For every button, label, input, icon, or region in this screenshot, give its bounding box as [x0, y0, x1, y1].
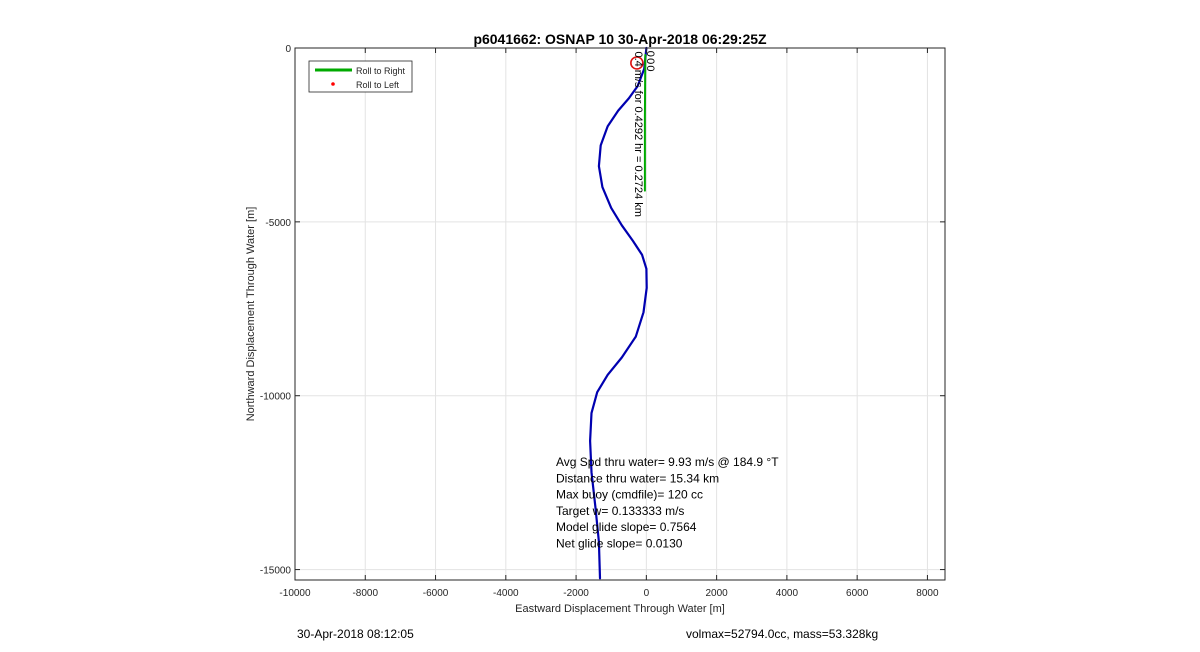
stats-line: Model glide slope= 0.7564: [556, 520, 697, 534]
overlapping-annotation-text: 0: [644, 65, 656, 71]
surface-position-marker: [630, 56, 644, 70]
annotation-layer: 0.4 m/s for 0.4292 hr = 0.2724 km 000: [632, 51, 656, 217]
y-tick-label: -5000: [265, 218, 291, 229]
legend-label-roll-left: Roll to Left: [356, 80, 400, 90]
x-tick-label: 4000: [776, 588, 799, 599]
x-tick-label: -8000: [352, 588, 378, 599]
stats-text-block: Avg Spd thru water= 9.93 m/s @ 184.9 °T D…: [556, 455, 779, 551]
x-tick-label: 6000: [846, 588, 869, 599]
glider-track-line: [588, 46, 648, 580]
footer-volmax-mass: volmax=52794.0cc, mass=53.328kg: [686, 627, 878, 641]
x-tick-label: -10000: [279, 588, 311, 599]
y-tick-label: 0: [285, 44, 291, 55]
overlapping-annotation-text: 0: [644, 51, 656, 57]
stats-line: Max buoy (cmdfile)= 120 cc: [556, 488, 703, 502]
x-axis-label: Eastward Displacement Through Water [m]: [515, 603, 725, 615]
legend: Roll to Right Roll to Left: [308, 60, 413, 93]
y-tick-label: -10000: [260, 392, 292, 403]
stats-line: Distance thru water= 15.34 km: [556, 471, 719, 485]
overlapping-annotation-text: 0: [644, 58, 656, 64]
stats-line: Avg Spd thru water= 9.93 m/s @ 184.9 °T: [556, 455, 779, 469]
stats-line: Target w= 0.133333 m/s: [556, 504, 684, 518]
y-tick-label: -15000: [260, 566, 292, 577]
x-tick-label: -2000: [563, 588, 589, 599]
x-tick-label: 8000: [916, 588, 939, 599]
x-tick-label: -6000: [423, 588, 449, 599]
axes-box: [294, 47, 946, 581]
stats-line: Net glide slope= 0.0130: [556, 537, 683, 551]
series-layer: [588, 46, 648, 580]
footer-timestamp: 30-Apr-2018 08:12:05: [297, 627, 414, 641]
chart-title: p6041662: OSNAP 10 30-Apr-2018 06:29:25Z: [473, 31, 767, 47]
legend-box: [308, 60, 413, 93]
y-axis-label: Northward Displacement Through Water [m]: [245, 207, 257, 422]
axes-background: [295, 48, 945, 580]
current-annotation-text: 0.4 m/s for 0.4292 hr = 0.2724 km: [632, 51, 644, 216]
ticks: -10000 -8000 -6000 -4000 -2000 0 2000 4000 6000 8…: [260, 44, 945, 599]
legend-label-roll-right: Roll to Right: [356, 66, 406, 76]
x-tick-label: 0: [644, 588, 650, 599]
legend-swatch-roll-left: [331, 82, 335, 86]
x-tick-label: 2000: [705, 588, 728, 599]
x-tick-label: -4000: [493, 588, 519, 599]
plot-area: 0.4 m/s for 0.4292 hr = 0.2724 km 000 -10…: [260, 44, 946, 599]
